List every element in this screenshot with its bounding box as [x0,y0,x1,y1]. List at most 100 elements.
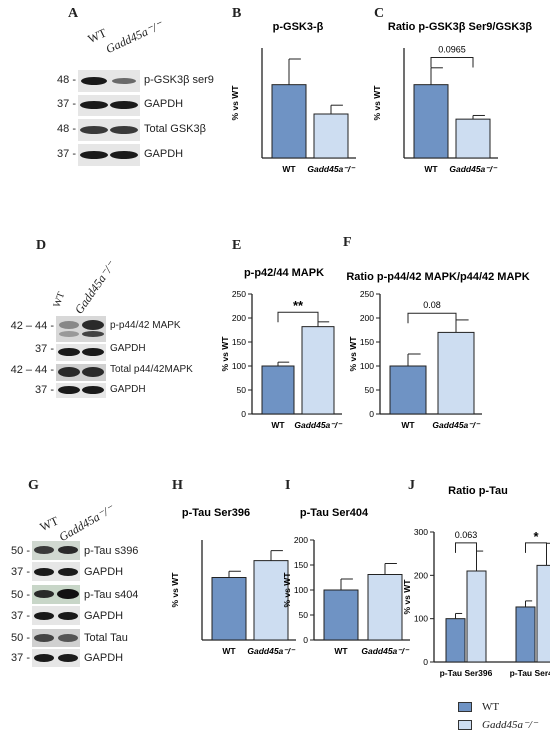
chart-e-ytick-0: 0 [241,409,246,419]
blot-a-lane-gadd: Gadd45a⁻/⁻ [103,17,165,57]
blot-d-mw-4: 37 - [35,384,54,396]
chart-f-ytick-0: 0 [369,409,374,419]
chart-b-title: p-GSK3-β [273,21,324,33]
chart-i-xtick-0: WT [334,646,348,656]
chart-i-ytick-2: 100 [294,585,308,595]
chart-f-ytick-4: 200 [360,313,374,323]
chart-e-ytick-1: 50 [237,385,247,395]
chart-c-sig-bracket-0 [430,57,474,68]
chart-e-title: p-p42/44 MAPK [244,267,324,279]
panel-letter-e: E [232,238,242,253]
chart-j-ytick-0: 0 [423,657,428,667]
blot-g-mw-3: 50 - [11,589,30,601]
blot-d-label-4: GAPDH [110,384,146,395]
chart-c-title: Ratio p-GSK3β Ser9/GSK3β [388,21,533,33]
blot-g-label-6: GAPDH [84,652,124,664]
chart-e-sig-label-0: ** [293,298,304,313]
blot-g-label-3: p-Tau s404 [84,589,139,601]
chart-j-sig-bracket-0 [455,542,477,553]
chart-f-ytick-5: 250 [360,289,374,299]
chart-f-xtick-0: WT [401,420,415,430]
chart-j-ylabel: % vs WT [402,579,412,615]
chart-b-ylabel: % vs WT [230,85,240,121]
chart-e-bar-0 [261,365,295,415]
panel-letter-b: B [232,6,242,21]
panel-letter-f: F [343,235,352,250]
western-blot-a [78,70,140,166]
chart-j-ytick-1: 100 [414,614,428,624]
blot-d-mw-1: 42 – 44 - [10,320,54,332]
blot-d-lane-gadd: Gadd45a⁻/⁻ [71,258,118,317]
chart-f-bar-1 [437,331,475,415]
blot-a-mw-3: 48 - [57,123,76,135]
chart-j-ytick-3: 300 [414,527,428,537]
legend-swatch-wt [458,702,472,713]
chart-h-ylabel: % vs WT [170,572,180,608]
chart-c-sig-label-0: 0.0965 [438,45,466,55]
chart-i-ytick-3: 150 [294,560,308,570]
chart-i-bar-0 [323,589,359,641]
chart-j-sig-bracket-1 [525,542,547,553]
chart-c-xtick-1: Gadd45a⁻/⁻ [449,164,498,174]
chart-f-xtick-1: Gadd45a⁻/⁻ [432,420,481,430]
chart-b-xtick-0: WT [282,164,296,174]
western-blot-g [32,541,80,667]
blot-d-label-3: Total p44/42MAPK [110,364,193,375]
chart-e-sig-bracket-0 [277,311,319,323]
chart-h-bar-0 [211,577,247,641]
panel-letter-h: H [172,478,183,493]
chart-e-xtick-1: Gadd45a⁻/⁻ [294,420,343,430]
chart-i-ylabel: % vs WT [282,572,292,608]
legend-label-gadd: Gadd45a⁻/⁻ [482,719,538,731]
chart-e-ytick-5: 250 [232,289,246,299]
chart-f: Ratio p-p44/42 MAPK/p44/42 MAPK % vs WT WT… [346,271,529,430]
chart-j-sig-label-0: 0.063 [455,530,478,540]
legend-label-wt: WT [482,701,500,713]
chart-j-xtick-1: p-Tau Ser404 [510,668,550,678]
blot-g-mw-2: 37 - [11,566,30,578]
blot-g-lane-gadd: Gadd45a⁻/⁻ [56,501,117,545]
chart-i: p-Tau Ser404 % vs WT WT Gadd45a⁻/⁻ 0 50 100 150… [282,507,410,656]
chart-i-title: p-Tau Ser404 [300,507,369,519]
chart-i-ytick-1: 50 [299,610,309,620]
legend-item-gadd: Gadd45a⁻/⁻ [458,718,538,731]
chart-c-bar-0 [413,84,449,159]
blot-g-mw-4: 37 - [11,610,30,622]
chart-f-sig-label-0: 0.08 [423,300,441,310]
chart-i-ytick-0: 0 [303,635,308,645]
western-blot-d [56,316,106,398]
chart-f-ytick-3: 150 [360,337,374,347]
chart-e-ytick-4: 200 [232,313,246,323]
blot-a-label-4: GAPDH [144,148,184,160]
chart-e-ylabel: % vs WT [220,336,230,372]
chart-h-xtick-1: Gadd45a⁻/⁻ [247,646,296,656]
blot-g-label-5: Total Tau [84,632,128,644]
chart-f-ytick-2: 100 [360,361,374,371]
blot-d-mw-2: 37 - [35,343,54,355]
chart-f-title: Ratio p-p44/42 MAPK/p44/42 MAPK [346,271,529,283]
chart-j-bar-1-1 [536,564,550,663]
blot-d-mw-3: 42 – 44 - [10,364,54,376]
chart-h-bar-1 [253,560,289,641]
blot-d-label-1: p-p44/42 MAPK [110,320,181,331]
chart-c: Ratio p-GSK3β Ser9/GSK3β % vs WT WT Gadd45a… [372,21,533,174]
chart-i-ytick-4: 200 [294,535,308,545]
chart-e-ytick-2: 100 [232,361,246,371]
chart-j-bar-0-0 [445,618,466,663]
chart-e-ytick-3: 150 [232,337,246,347]
chart-b-bar-0 [271,84,307,159]
chart-j-ytick-2: 200 [414,570,428,580]
chart-c-ylabel: % vs WT [372,85,382,121]
chart-i-xtick-1: Gadd45a⁻/⁻ [361,646,410,656]
blot-g-label-4: GAPDH [84,610,124,622]
chart-h: p-Tau Ser396 % vs WT WT Gadd45a⁻/⁻ [170,507,296,656]
chart-c-xtick-0: WT [424,164,438,174]
chart-f-sig-bracket-0 [407,312,457,324]
chart-f-bar-0 [389,365,427,415]
blot-g-mw-1: 50 - [11,545,30,557]
panel-letter-d: D [36,238,47,253]
chart-f-ylabel: % vs WT [348,336,358,372]
blot-g-label-1: p-Tau s396 [84,545,139,557]
chart-e-bar-1 [301,326,335,415]
blot-a-mw-1: 48 - [57,74,76,86]
